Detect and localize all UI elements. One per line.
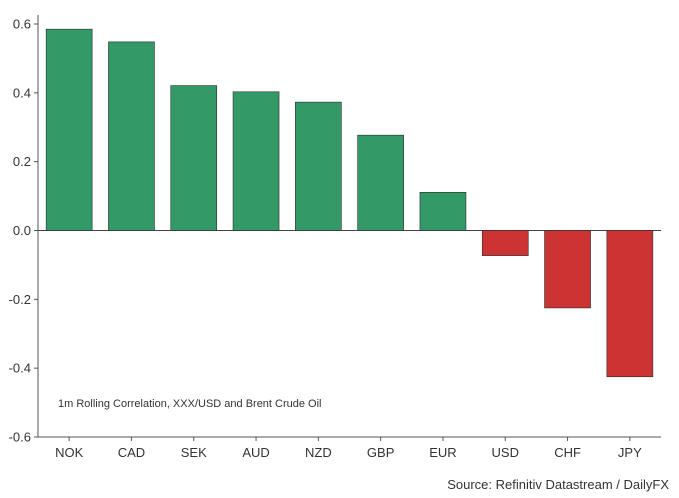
bar-chf (544, 230, 591, 309)
y-tick-label: -0.2 (9, 292, 31, 307)
bar-nok (45, 28, 93, 231)
x-tick-label-usd: USD (492, 445, 519, 460)
y-tick-label: -0.6 (9, 430, 31, 445)
y-tick-label: -0.4 (9, 361, 31, 376)
x-tick-label-gbp: GBP (367, 445, 394, 460)
x-tick-label-chf: CHF (554, 445, 581, 460)
bar-chart: NOK CAD SEK AUD NZD GBP EUR USD CHF JPY -0.6-0.4-… (9, 15, 661, 460)
y-tick-label: 0.2 (13, 154, 31, 169)
bar-nzd (295, 101, 342, 231)
x-tick-label-nok: NOK (55, 445, 84, 460)
chart-axes (37, 15, 661, 438)
bar-eur (419, 191, 467, 231)
bar-aud (232, 91, 280, 231)
x-tick-labels: NOK CAD SEK AUD NZD GBP EUR USD CHF JPY (55, 437, 642, 460)
chart-bars (45, 28, 654, 378)
x-tick-label-cad: CAD (118, 445, 145, 460)
y-tick-labels: -0.6 -0.4 -0.2 0.0 0.2 0.4 0.6 (9, 17, 38, 445)
x-tick-label-jpy: JPY (618, 445, 642, 460)
bar-jpy (606, 230, 654, 378)
bar-gbp (357, 134, 404, 231)
y-tick-label: 0.6 (13, 17, 31, 32)
chart-annotation: 1m Rolling Correlation, XXX/USD and Bren… (58, 398, 322, 410)
x-tick-label-eur: EUR (429, 445, 456, 460)
bar-sek (170, 85, 218, 231)
bar-cad (108, 41, 155, 231)
x-tick-label-aud: AUD (242, 445, 269, 460)
y-tick-label: 0.0 (13, 223, 31, 238)
x-tick-label-sek: SEK (181, 445, 207, 460)
y-tick-label: 0.4 (13, 85, 31, 100)
source-note: Source: Refinitiv Datastream / DailyFX (447, 477, 669, 492)
bar-usd (481, 230, 529, 256)
x-tick-label-nzd: NZD (305, 445, 332, 460)
